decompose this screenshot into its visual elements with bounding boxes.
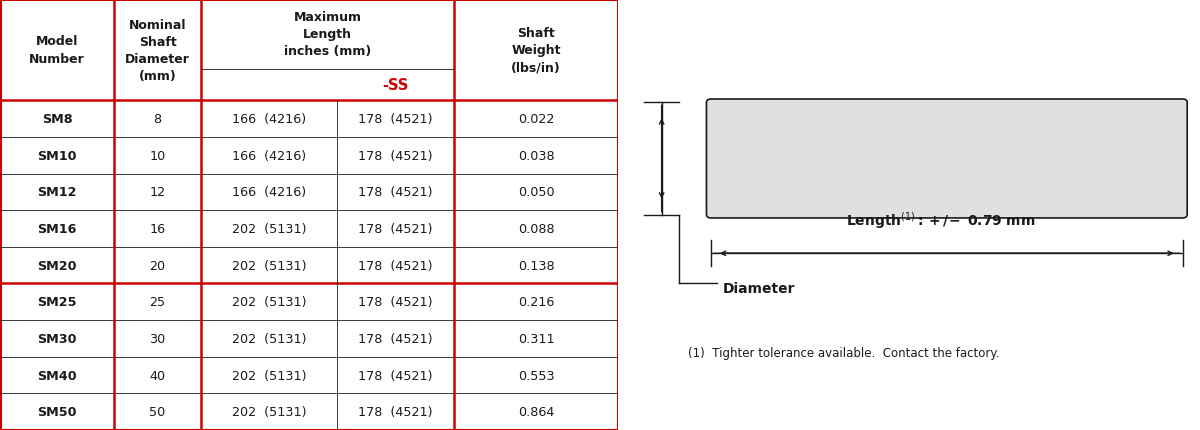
Text: $\mathbf{Length}^{(1)}\mathbf{: +/\!- \ 0.79 \ mm}$: $\mathbf{Length}^{(1)}\mathbf{: +/\!- \ … <box>846 209 1036 230</box>
Text: 178  (4521): 178 (4521) <box>359 295 433 309</box>
Text: 25: 25 <box>150 295 166 309</box>
Text: 0.050: 0.050 <box>518 186 554 199</box>
Text: 166  (4216): 166 (4216) <box>232 186 306 199</box>
Text: 178  (4521): 178 (4521) <box>359 113 433 126</box>
Text: 0.311: 0.311 <box>518 332 554 345</box>
Text: SM40: SM40 <box>37 369 77 382</box>
Text: SM12: SM12 <box>37 186 77 199</box>
Text: 0.216: 0.216 <box>518 295 554 309</box>
Text: 202  (5131): 202 (5131) <box>232 369 306 382</box>
Text: SM25: SM25 <box>37 295 77 309</box>
Text: Nominal
Shaft
Diameter
(mm): Nominal Shaft Diameter (mm) <box>125 18 190 83</box>
Text: 8: 8 <box>154 113 162 126</box>
Text: 202  (5131): 202 (5131) <box>232 405 306 418</box>
Text: 12: 12 <box>150 186 166 199</box>
Text: SM50: SM50 <box>37 405 77 418</box>
Text: 0.038: 0.038 <box>518 149 554 163</box>
Text: -SS: -SS <box>383 78 409 93</box>
Text: 178  (4521): 178 (4521) <box>359 332 433 345</box>
Text: 16: 16 <box>150 222 166 236</box>
Text: SM16: SM16 <box>37 222 77 236</box>
Text: Diameter: Diameter <box>722 281 796 295</box>
Text: Maximum
Length
inches (mm): Maximum Length inches (mm) <box>284 12 371 58</box>
Text: 166  (4216): 166 (4216) <box>232 113 306 126</box>
Text: 178  (4521): 178 (4521) <box>359 222 433 236</box>
Text: 0.864: 0.864 <box>518 405 554 418</box>
Text: 20: 20 <box>150 259 166 272</box>
Text: SM8: SM8 <box>42 113 72 126</box>
Text: 0.138: 0.138 <box>518 259 554 272</box>
Text: 40: 40 <box>150 369 166 382</box>
Text: Shaft
Weight
(lbs/in): Shaft Weight (lbs/in) <box>511 27 560 74</box>
Text: 178  (4521): 178 (4521) <box>359 186 433 199</box>
Text: 202  (5131): 202 (5131) <box>232 259 306 272</box>
Text: Model
Number: Model Number <box>29 35 85 66</box>
Text: 178  (4521): 178 (4521) <box>359 259 433 272</box>
Text: SM20: SM20 <box>37 259 77 272</box>
Text: 10: 10 <box>150 149 166 163</box>
Text: 30: 30 <box>150 332 166 345</box>
Text: 178  (4521): 178 (4521) <box>359 369 433 382</box>
FancyBboxPatch shape <box>707 100 1187 218</box>
Text: SM10: SM10 <box>37 149 77 163</box>
Text: 178  (4521): 178 (4521) <box>359 149 433 163</box>
Text: 0.088: 0.088 <box>518 222 554 236</box>
Text: 0.553: 0.553 <box>518 369 554 382</box>
Text: 202  (5131): 202 (5131) <box>232 295 306 309</box>
Text: SM30: SM30 <box>37 332 77 345</box>
Text: 202  (5131): 202 (5131) <box>232 332 306 345</box>
Text: (1)  Tighter tolerance available.  Contact the factory.: (1) Tighter tolerance available. Contact… <box>688 346 1000 359</box>
Text: 0.022: 0.022 <box>518 113 554 126</box>
Text: 202  (5131): 202 (5131) <box>232 222 306 236</box>
Text: 50: 50 <box>150 405 166 418</box>
Text: 178  (4521): 178 (4521) <box>359 405 433 418</box>
Text: 166  (4216): 166 (4216) <box>232 149 306 163</box>
